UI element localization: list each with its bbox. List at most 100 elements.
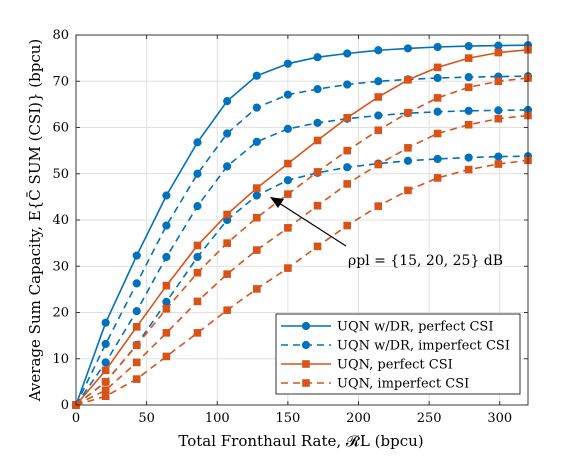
series-line — [75, 155, 529, 406]
data-point — [433, 42, 442, 52]
data-point — [101, 392, 110, 401]
data-point — [132, 251, 141, 260]
data-point — [162, 191, 171, 200]
data-point — [132, 341, 141, 350]
data-point — [223, 270, 231, 278]
legend-label: UQN w/DR, imperfect CSI — [337, 339, 510, 354]
data-point — [253, 285, 261, 293]
data-point — [433, 174, 442, 182]
data-point — [343, 221, 351, 230]
y-tick-label: 70 — [52, 74, 69, 89]
data-point — [284, 159, 292, 168]
data-point — [101, 358, 110, 367]
series-curve — [72, 74, 532, 409]
x-tick-label: 100 — [205, 411, 230, 426]
legend-label: UQN w/DR, perfect CSI — [337, 320, 493, 335]
series-line — [75, 49, 529, 406]
series-line — [75, 109, 529, 406]
data-point — [343, 113, 351, 122]
series-layer — [71, 41, 533, 410]
data-point — [193, 252, 202, 262]
annotation: ρpl = {15, 20, 25} dB — [270, 197, 503, 269]
data-point — [404, 186, 412, 195]
data-point — [464, 106, 473, 115]
y-tick-label: 60 — [52, 121, 69, 136]
data-point — [374, 202, 383, 210]
data-point — [283, 176, 292, 185]
data-point — [313, 201, 322, 210]
data-point — [343, 80, 352, 89]
data-point — [494, 114, 503, 123]
x-tick-label: 0 — [72, 411, 80, 426]
data-point — [193, 241, 202, 250]
data-point — [404, 108, 412, 117]
data-point — [403, 156, 413, 165]
data-point — [494, 41, 503, 50]
y-tick-label: 40 — [52, 213, 69, 228]
y-tick-label: 10 — [52, 352, 69, 367]
data-point — [162, 352, 171, 361]
y-tick-label: 20 — [52, 306, 69, 321]
data-point — [494, 48, 503, 57]
data-point — [404, 144, 412, 152]
data-point — [132, 323, 141, 331]
legend-entry: UQN w/DR, imperfect CSI — [281, 339, 510, 354]
data-point — [252, 191, 261, 200]
data-point — [464, 72, 473, 82]
data-point — [433, 63, 442, 72]
data-point — [284, 264, 292, 272]
data-point — [253, 184, 261, 192]
data-point — [193, 138, 202, 147]
y-tick-label: 80 — [52, 28, 69, 43]
data-point — [193, 329, 202, 337]
data-point — [223, 129, 232, 138]
legend-entry: UQN, perfect CSI — [281, 358, 453, 373]
data-point — [464, 42, 473, 51]
data-point — [101, 378, 110, 386]
series-line — [75, 114, 529, 406]
data-point — [374, 111, 383, 120]
data-point — [283, 90, 292, 99]
data-point — [313, 168, 322, 176]
data-point — [343, 49, 352, 58]
data-point — [433, 73, 442, 83]
data-point — [162, 221, 171, 230]
data-point — [464, 165, 473, 174]
data-point — [433, 129, 442, 138]
data-point — [132, 279, 141, 288]
data-point — [433, 107, 442, 116]
y-tick-label: 30 — [52, 259, 69, 274]
data-point — [433, 94, 442, 102]
data-point — [193, 202, 202, 211]
data-point — [132, 375, 141, 383]
data-point — [101, 339, 110, 349]
y-tick-label: 0 — [61, 398, 69, 413]
data-point — [433, 154, 442, 164]
data-point — [374, 93, 383, 101]
data-point — [132, 358, 141, 367]
data-point — [404, 76, 412, 84]
data-point — [464, 83, 473, 92]
data-point — [253, 213, 261, 222]
data-point — [374, 46, 383, 55]
series-curve — [72, 111, 532, 409]
data-point — [313, 118, 322, 127]
data-point — [464, 54, 473, 62]
data-point — [162, 297, 171, 306]
x-tick-label: 50 — [138, 411, 155, 426]
data-point — [162, 329, 171, 337]
x-tick-label: 150 — [275, 411, 300, 426]
data-point — [252, 137, 261, 146]
x-tick-label: 250 — [417, 411, 442, 426]
data-point — [162, 305, 171, 313]
data-point — [302, 379, 310, 387]
data-point — [374, 160, 383, 169]
data-point — [403, 44, 413, 53]
data-point — [252, 103, 261, 112]
annotation-text: ρpl = {15, 20, 25} dB — [348, 253, 503, 269]
legend-label: UQN, perfect CSI — [337, 358, 453, 373]
annotation-arrowhead — [270, 197, 284, 208]
data-point — [193, 268, 202, 277]
data-point — [223, 162, 232, 171]
